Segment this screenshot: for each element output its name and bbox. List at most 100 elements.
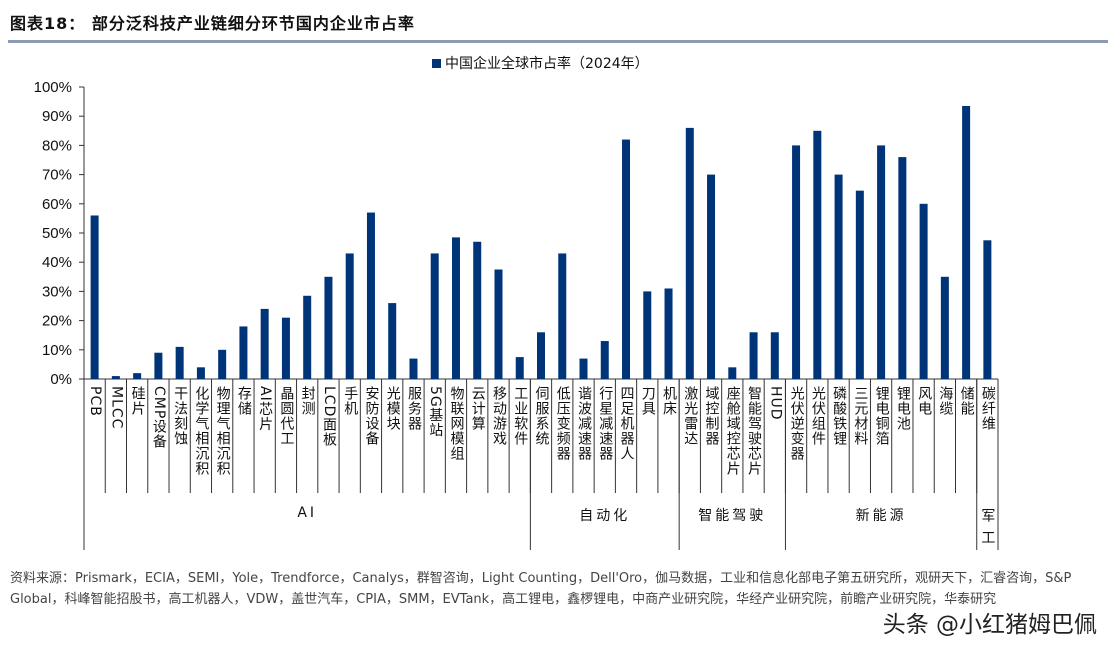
y-tick-label: 20%	[42, 313, 72, 330]
bar	[855, 190, 864, 379]
bar	[260, 308, 269, 379]
bar	[983, 240, 992, 379]
category-label: 磷酸铁锂	[831, 386, 848, 446]
group-label: 智能驾驶	[698, 508, 767, 524]
bar	[749, 332, 758, 379]
bar	[366, 212, 375, 379]
category-label: 封测	[299, 386, 316, 416]
category-label: 硅片	[129, 386, 146, 416]
y-tick-label: 70%	[42, 167, 72, 184]
category-label: 干法刻蚀	[172, 386, 189, 446]
bar	[770, 332, 779, 379]
bar	[430, 253, 439, 379]
y-tick-label: 80%	[42, 137, 72, 154]
chart-title: 图表18： 部分泛科技产业链细分环节国内企业市占率	[10, 14, 415, 33]
legend-swatch	[432, 58, 441, 68]
category-label: MLCC	[108, 386, 125, 430]
bar	[579, 358, 588, 379]
y-tick-label: 30%	[42, 283, 72, 300]
category-label: HUD	[767, 386, 784, 421]
category-label: 云计算	[469, 386, 486, 431]
bar	[303, 295, 312, 379]
legend: 中国企业全球市占率（2024年）	[432, 53, 649, 73]
category-label: 激光雷达	[682, 386, 699, 446]
group-label: 自动化	[579, 508, 631, 524]
bar	[600, 341, 609, 379]
bar	[940, 276, 949, 379]
bar	[622, 139, 631, 379]
bar	[324, 276, 333, 379]
bar	[90, 215, 99, 379]
bar	[515, 357, 524, 379]
bar	[898, 157, 907, 379]
bar	[707, 174, 716, 379]
category-label: 手机	[342, 386, 359, 416]
category-label: PCB	[87, 386, 104, 417]
bar	[196, 367, 205, 379]
bar	[409, 358, 418, 379]
bar	[473, 241, 482, 379]
bar	[281, 317, 290, 379]
category-label: 机床	[661, 386, 678, 416]
bar	[919, 203, 928, 379]
category-label: 刀具	[639, 386, 656, 416]
bar	[451, 237, 460, 379]
bar	[218, 349, 227, 379]
category-label: 域控制器	[703, 386, 720, 446]
category-label: CMP设备	[150, 386, 167, 450]
y-tick-label: 10%	[42, 342, 72, 359]
category-label: 四足机器人	[618, 386, 635, 461]
category-label: 座舱域控芯片	[724, 386, 741, 476]
category-label: 三元材料	[852, 386, 869, 446]
category-label: 化学气相沉积	[193, 386, 210, 476]
watermark: 头条 @小红猪姆巴佩	[878, 605, 1101, 639]
bar	[664, 288, 673, 379]
category-label: 储能	[958, 386, 975, 416]
category-label: 晶圆代工	[278, 386, 295, 446]
category-label: 工业软件	[512, 386, 529, 446]
bar	[792, 145, 801, 379]
category-label: 存储	[235, 386, 252, 416]
category-label: 5G基站	[427, 386, 444, 438]
bar	[175, 346, 184, 379]
group-label: 军工	[979, 508, 996, 552]
category-label: 物联网模组	[448, 386, 465, 461]
source-note: 资料来源：Prismark，ECIA，SEMI，Yole，Trendforce，…	[10, 571, 1072, 607]
category-label: 谐波减速器	[576, 386, 592, 461]
bar	[962, 105, 971, 379]
category-label: 低压变频器	[554, 386, 571, 461]
title-divider	[8, 40, 1108, 43]
category-label: 锂电池	[894, 386, 911, 431]
category-label: LCD面板	[320, 386, 337, 448]
bar	[685, 127, 694, 379]
category-label: 锂电铜箔	[873, 386, 890, 446]
bar	[388, 303, 397, 379]
category-label: 服务器	[405, 386, 422, 431]
bar	[494, 269, 503, 379]
category-label: 光伏组件	[809, 386, 826, 446]
category-label: 碳纤维	[979, 386, 996, 431]
category-label: 风电	[916, 386, 933, 416]
bar-chart: 0% 10% 20% 30% 40% 50% 60% 70% 80% 90% 100%	[34, 79, 999, 550]
bar	[111, 376, 120, 379]
legend-label: 中国企业全球市占率（2024年）	[445, 56, 649, 72]
category-label: 安防设备	[363, 386, 380, 446]
bar	[154, 352, 163, 379]
bar	[558, 253, 567, 379]
y-tick-label: 50%	[42, 225, 72, 242]
bar	[877, 145, 886, 379]
category-label: 物理气相沉积	[214, 386, 231, 476]
y-tick-label: 90%	[42, 108, 72, 125]
bar	[813, 130, 822, 379]
bar	[537, 332, 545, 379]
bar	[133, 373, 142, 379]
category-label: 行星减速器	[597, 386, 614, 461]
bar	[239, 326, 248, 379]
y-tick-label: 60%	[42, 196, 72, 213]
bar	[728, 367, 737, 379]
y-tick-label: 0%	[50, 371, 72, 388]
group-label: AI	[297, 505, 318, 521]
category-label: 海缆	[937, 386, 954, 416]
category-label: 光模块	[384, 386, 401, 431]
bar	[834, 174, 843, 379]
